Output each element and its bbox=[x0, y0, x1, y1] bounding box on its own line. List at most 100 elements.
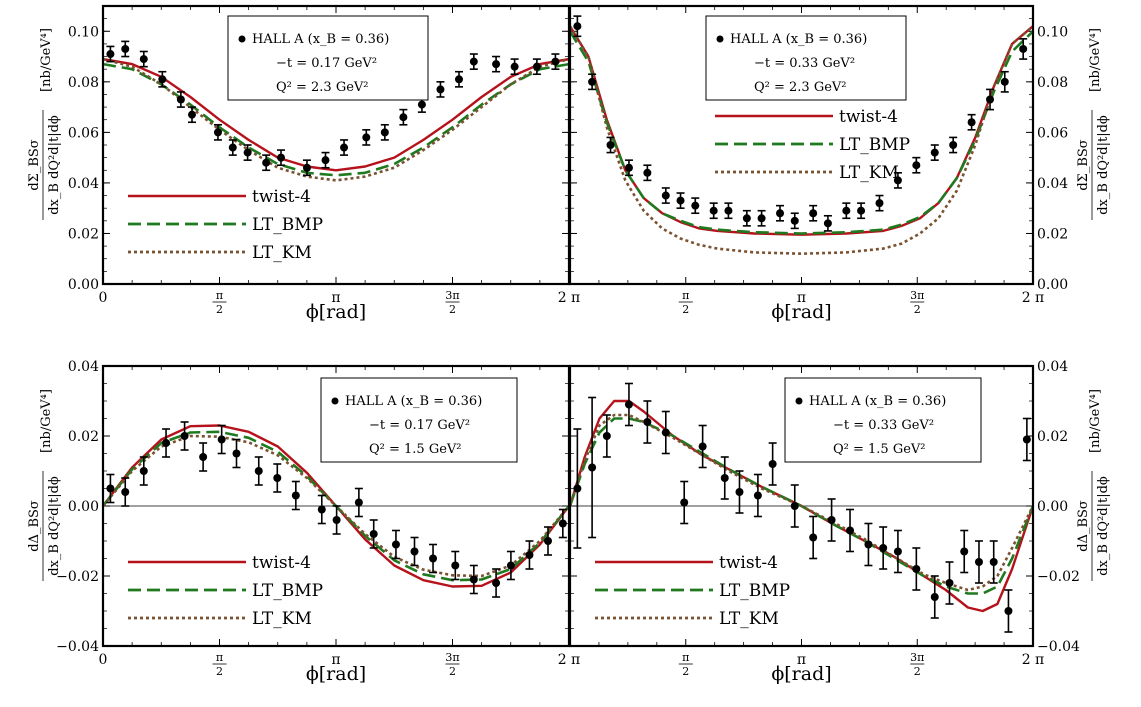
data-point bbox=[768, 442, 777, 486]
data-point bbox=[162, 428, 171, 458]
x-tick-label-num: π bbox=[682, 651, 689, 664]
data-marker bbox=[573, 484, 582, 493]
data-point bbox=[332, 505, 341, 535]
x-tick-label-num: π bbox=[682, 289, 689, 302]
x-tick-label: π2 bbox=[212, 289, 227, 316]
data-marker bbox=[410, 547, 419, 556]
data-marker bbox=[317, 505, 326, 514]
series-line-lt-bmp bbox=[570, 30, 1033, 235]
data-marker bbox=[199, 453, 208, 461]
x-tick-label-den: 2 bbox=[449, 665, 456, 678]
data-marker bbox=[879, 544, 888, 552]
data-point bbox=[827, 498, 836, 542]
data-marker bbox=[1004, 607, 1013, 615]
x-tick-label-num: 3π bbox=[445, 651, 459, 664]
info-box: HALL A (x_B = 0.36) −t = 0.17 GeV² Q² = 1.… bbox=[320, 377, 518, 463]
info-box: HALL A (x_B = 0.36) −t = 0.17 GeV² Q² = 2.… bbox=[227, 15, 429, 101]
data-marker bbox=[391, 540, 400, 549]
data-marker bbox=[893, 176, 902, 185]
data-point bbox=[551, 53, 560, 70]
data-marker bbox=[724, 206, 733, 215]
data-point bbox=[790, 484, 799, 528]
data-point bbox=[276, 149, 285, 167]
data-point bbox=[742, 209, 751, 227]
legend-label: twist-4 bbox=[252, 187, 311, 207]
data-marker bbox=[790, 216, 799, 225]
x-tick-label: π bbox=[331, 652, 340, 668]
data-point bbox=[369, 519, 378, 549]
data-point bbox=[1000, 70, 1009, 93]
data-point bbox=[469, 564, 478, 595]
data-point bbox=[661, 410, 670, 455]
data-point bbox=[199, 442, 208, 472]
data-marker bbox=[399, 113, 408, 122]
data-marker bbox=[106, 484, 115, 493]
data-marker bbox=[912, 565, 921, 573]
data-point bbox=[451, 550, 460, 581]
x-tick-label: 3π2 bbox=[910, 289, 924, 316]
legend-label: twist-4 bbox=[719, 553, 778, 573]
data-marker bbox=[276, 153, 285, 162]
x-axis-label: ϕ[rad] bbox=[306, 301, 366, 323]
y-tick-label: 0.08 bbox=[68, 75, 99, 91]
data-marker bbox=[827, 516, 836, 524]
x-tick-label: 2 π bbox=[1022, 290, 1045, 306]
data-marker bbox=[228, 143, 237, 152]
y-tick-label: 0.02 bbox=[68, 226, 99, 242]
data-point bbox=[624, 382, 633, 427]
data-marker bbox=[809, 533, 818, 542]
data-point bbox=[602, 414, 611, 458]
data-marker bbox=[960, 547, 969, 556]
info-box-marker bbox=[238, 35, 246, 43]
info-box-line2: −t = 0.33 GeV² bbox=[754, 56, 855, 71]
data-marker bbox=[232, 449, 241, 458]
data-marker bbox=[469, 575, 478, 584]
y-tick-label: 0.08 bbox=[1037, 75, 1068, 91]
data-point bbox=[912, 156, 921, 174]
plot-frame bbox=[568, 364, 1035, 648]
data-marker bbox=[121, 44, 130, 53]
x-tick-label-num: π bbox=[216, 651, 223, 664]
data-point bbox=[864, 522, 873, 567]
info-box-line3: Q² = 1.5 GeV² bbox=[369, 442, 462, 457]
data-point bbox=[624, 159, 633, 177]
x-tick-label: π2 bbox=[678, 651, 693, 678]
series-line-lt-km bbox=[103, 57, 569, 182]
data-marker bbox=[417, 100, 426, 109]
data-point bbox=[506, 550, 515, 581]
info-box-frame bbox=[705, 15, 907, 101]
x-tick-label-den: 2 bbox=[914, 665, 921, 678]
data-marker bbox=[573, 22, 582, 31]
data-marker bbox=[967, 118, 976, 127]
data-point bbox=[321, 151, 330, 169]
data-point bbox=[809, 515, 818, 560]
legend-label: LT_KM bbox=[719, 609, 779, 629]
data-point bbox=[724, 202, 733, 220]
x-tick-label: π bbox=[797, 652, 806, 668]
data-marker bbox=[676, 196, 685, 205]
y-axis-label-denominator: dx_B dQ²d|t|dϕ bbox=[47, 115, 62, 215]
x-tick-label: π2 bbox=[678, 289, 693, 316]
info-box-marker bbox=[716, 35, 724, 43]
data-marker bbox=[162, 439, 171, 447]
x-tick-label: 2 π bbox=[558, 290, 581, 306]
data-point bbox=[643, 164, 652, 182]
data-point bbox=[753, 473, 762, 518]
x-tick-label: 2 π bbox=[558, 652, 581, 668]
data-marker bbox=[180, 432, 189, 440]
x-tick-label: 2 π bbox=[1022, 652, 1045, 668]
y-axis-label-unit: [nb/GeV⁴] bbox=[1088, 389, 1103, 453]
data-marker bbox=[106, 50, 115, 59]
info-box-line1: HALL A (x_B = 0.36) bbox=[345, 394, 482, 409]
x-tick-label: 0 bbox=[99, 290, 108, 306]
data-marker bbox=[429, 554, 438, 563]
data-point bbox=[213, 123, 222, 141]
data-marker bbox=[757, 214, 766, 223]
data-marker bbox=[551, 57, 560, 66]
x-tick-label-den: 2 bbox=[914, 303, 921, 316]
data-point bbox=[1019, 38, 1028, 60]
data-marker bbox=[176, 95, 185, 104]
data-marker bbox=[930, 148, 939, 157]
